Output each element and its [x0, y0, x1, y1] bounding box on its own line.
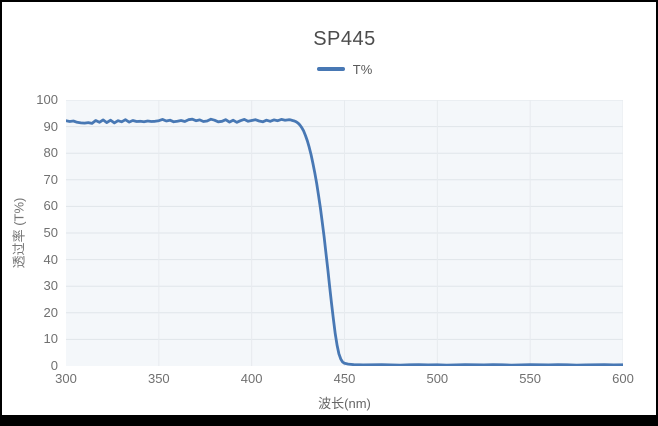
plot-area	[66, 100, 623, 366]
y-axis-title: 透过率 (T%)	[11, 197, 27, 269]
y-tick-label: 40	[43, 251, 58, 267]
legend-item-t-percent[interactable]: T%	[316, 61, 373, 77]
y-tick-label: 10	[43, 331, 58, 347]
y-tick-label: 20	[43, 304, 58, 320]
x-tick-label: 400	[240, 371, 263, 386]
x-tick-label: 350	[147, 371, 170, 386]
x-tick-label: 600	[612, 371, 634, 386]
y-tick-label: 100	[36, 92, 58, 107]
x-axis-tick-labels: 300 350 400 450 500 550 600	[55, 371, 634, 387]
y-tick-label: 30	[43, 278, 58, 294]
chart-title: SP445	[313, 28, 376, 50]
x-tick-label: 300	[55, 371, 77, 386]
x-tick-label: 450	[333, 371, 356, 386]
x-axis-title: 波长(nm)	[318, 396, 371, 411]
y-tick-label: 70	[43, 171, 58, 187]
x-tick-label: 550	[519, 371, 542, 386]
legend-label: T%	[352, 61, 373, 77]
y-tick-label: 90	[43, 118, 58, 134]
legend-line-marker	[316, 67, 345, 71]
y-tick-label: 60	[43, 198, 58, 214]
y-axis-tick-labels: 0 10 20 30 40 50 60 70 80 90 100	[2, 92, 58, 373]
y-tick-label: 50	[43, 225, 58, 240]
legend: T%	[66, 60, 623, 78]
x-tick-label: 500	[426, 371, 449, 386]
y-tick-label: 80	[43, 145, 58, 161]
transmission-curve	[66, 117, 623, 366]
transmission-chart-canvas	[66, 100, 623, 366]
y-tick-label: 0	[50, 358, 58, 373]
